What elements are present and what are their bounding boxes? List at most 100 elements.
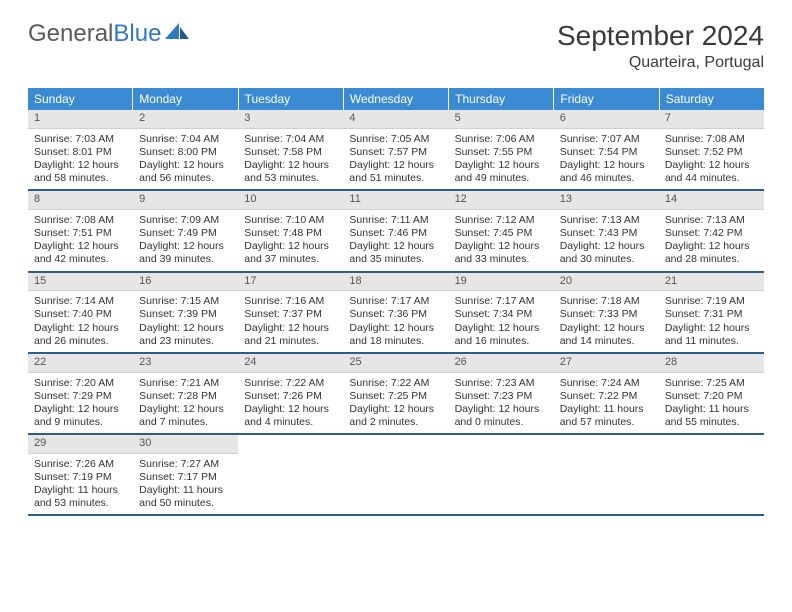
sunset-line: Sunset: 7:34 PM (455, 308, 548, 321)
sunset-line: Sunset: 7:31 PM (665, 308, 758, 321)
day-body: Sunrise: 7:07 AMSunset: 7:54 PMDaylight:… (554, 131, 659, 190)
sunrise-line: Sunrise: 7:08 AM (665, 133, 758, 146)
sunrise-line: Sunrise: 7:22 AM (349, 377, 442, 390)
week-row: 1Sunrise: 7:03 AMSunset: 8:01 PMDaylight… (28, 110, 764, 191)
day-body: Sunrise: 7:17 AMSunset: 7:36 PMDaylight:… (343, 293, 448, 352)
daylight-line: Daylight: 12 hours and 18 minutes. (349, 322, 442, 348)
dow-cell: Monday (133, 88, 238, 110)
day-body: Sunrise: 7:13 AMSunset: 7:43 PMDaylight:… (554, 212, 659, 271)
day-cell: 14 Sunrise: 7:13 AMSunset: 7:42 PMDayligh… (659, 191, 764, 270)
sunset-line: Sunset: 7:37 PM (244, 308, 337, 321)
daylight-line: Daylight: 11 hours and 55 minutes. (665, 403, 758, 429)
sunrise-line: Sunrise: 7:13 AM (665, 214, 758, 227)
sunrise-line: Sunrise: 7:19 AM (665, 295, 758, 308)
sunrise-line: Sunrise: 7:16 AM (244, 295, 337, 308)
sunrise-line: Sunrise: 7:04 AM (139, 133, 232, 146)
sunset-line: Sunset: 7:17 PM (139, 471, 232, 484)
day-cell: 28 Sunrise: 7:25 AMSunset: 7:20 PMDayligh… (659, 354, 764, 433)
day-number: 24 (238, 354, 343, 373)
daylight-line: Daylight: 12 hours and 7 minutes. (139, 403, 232, 429)
day-body: Sunrise: 7:06 AMSunset: 7:55 PMDaylight:… (449, 131, 554, 190)
day-number: 11 (343, 191, 448, 210)
sunset-line: Sunset: 7:33 PM (560, 308, 653, 321)
day-number: 7 (659, 110, 764, 129)
logo-text-2: Blue (113, 20, 161, 48)
day-cell: 9Sunrise: 7:09 AMSunset: 7:49 PMDaylight… (133, 191, 238, 270)
location-label: Quarteira, Portugal (557, 54, 764, 72)
day-cell (449, 435, 554, 514)
week-row: 29Sunrise: 7:26 AMSunset: 7:19 PMDayligh… (28, 435, 764, 516)
sunset-line: Sunset: 7:19 PM (34, 471, 127, 484)
day-number: 8 (28, 191, 133, 210)
logo-text-1: General (28, 20, 113, 48)
sunrise-line: Sunrise: 7:03 AM (34, 133, 127, 146)
sunrise-line: Sunrise: 7:15 AM (139, 295, 232, 308)
day-number: 3 (238, 110, 343, 129)
day-body: Sunrise: 7:04 AMSunset: 8:00 PMDaylight:… (133, 131, 238, 190)
week-row: 8Sunrise: 7:08 AMSunset: 7:51 PMDaylight… (28, 191, 764, 272)
day-number: 25 (343, 354, 448, 373)
day-body: Sunrise: 7:04 AMSunset: 7:58 PMDaylight:… (238, 131, 343, 190)
daylight-line: Daylight: 12 hours and 4 minutes. (244, 403, 337, 429)
day-number: 22 (28, 354, 133, 373)
day-cell: 26Sunrise: 7:23 AMSunset: 7:23 PMDayligh… (449, 354, 554, 433)
sunset-line: Sunset: 7:51 PM (34, 227, 127, 240)
sunset-line: Sunset: 7:55 PM (455, 146, 548, 159)
day-cell: 30Sunrise: 7:27 AMSunset: 7:17 PMDayligh… (133, 435, 238, 514)
sunset-line: Sunset: 7:25 PM (349, 390, 442, 403)
day-cell: 4Sunrise: 7:05 AMSunset: 7:57 PMDaylight… (343, 110, 448, 189)
daylight-line: Daylight: 12 hours and 33 minutes. (455, 240, 548, 266)
day-body: Sunrise: 7:20 AMSunset: 7:29 PMDaylight:… (28, 375, 133, 434)
day-number: 19 (449, 273, 554, 292)
sunrise-line: Sunrise: 7:12 AM (455, 214, 548, 227)
sunset-line: Sunset: 8:00 PM (139, 146, 232, 159)
weeks-container: 1Sunrise: 7:03 AMSunset: 8:01 PMDaylight… (28, 110, 764, 516)
day-cell: 1Sunrise: 7:03 AMSunset: 8:01 PMDaylight… (28, 110, 133, 189)
daylight-line: Daylight: 12 hours and 21 minutes. (244, 322, 337, 348)
day-cell: 12Sunrise: 7:12 AMSunset: 7:45 PMDayligh… (449, 191, 554, 270)
daylight-line: Daylight: 12 hours and 14 minutes. (560, 322, 653, 348)
day-cell (659, 435, 764, 514)
daylight-line: Daylight: 12 hours and 58 minutes. (34, 159, 127, 185)
dow-cell: Saturday (660, 88, 764, 110)
day-cell: 22 Sunrise: 7:20 AMSunset: 7:29 PMDayligh… (28, 354, 133, 433)
sunrise-line: Sunrise: 7:23 AM (455, 377, 548, 390)
sunset-line: Sunset: 7:52 PM (665, 146, 758, 159)
day-body: Sunrise: 7:09 AMSunset: 7:49 PMDaylight:… (133, 212, 238, 271)
day-number: 13 (554, 191, 659, 210)
daylight-line: Daylight: 12 hours and 37 minutes. (244, 240, 337, 266)
day-number: 15 (28, 273, 133, 292)
sunrise-line: Sunrise: 7:11 AM (349, 214, 442, 227)
day-number: 28 (659, 354, 764, 373)
day-cell: 27Sunrise: 7:24 AMSunset: 7:22 PMDayligh… (554, 354, 659, 433)
day-number: 5 (449, 110, 554, 129)
daylight-line: Daylight: 12 hours and 2 minutes. (349, 403, 442, 429)
sunset-line: Sunset: 7:42 PM (665, 227, 758, 240)
day-body: Sunrise: 7:05 AMSunset: 7:57 PMDaylight:… (343, 131, 448, 190)
day-number: 14 (659, 191, 764, 210)
day-cell: 19 Sunrise: 7:17 AMSunset: 7:34 PMDayligh… (449, 273, 554, 352)
daylight-line: Daylight: 12 hours and 0 minutes. (455, 403, 548, 429)
day-body: Sunrise: 7:16 AMSunset: 7:37 PMDaylight:… (238, 293, 343, 352)
day-number: 10 (238, 191, 343, 210)
day-number: 26 (449, 354, 554, 373)
daylight-line: Daylight: 12 hours and 16 minutes. (455, 322, 548, 348)
day-body: Sunrise: 7:15 AMSunset: 7:39 PMDaylight:… (133, 293, 238, 352)
sunrise-line: Sunrise: 7:17 AM (455, 295, 548, 308)
sunset-line: Sunset: 7:57 PM (349, 146, 442, 159)
day-cell: 24Sunrise: 7:22 AMSunset: 7:26 PMDayligh… (238, 354, 343, 433)
day-body: Sunrise: 7:25 AMSunset: 7:20 PMDaylight:… (659, 375, 764, 434)
page-header: GeneralBlue September 2024 Quarteira, Po… (0, 0, 792, 80)
day-number: 1 (28, 110, 133, 129)
month-title: September 2024 (557, 20, 764, 52)
sunrise-line: Sunrise: 7:04 AM (244, 133, 337, 146)
day-cell (238, 435, 343, 514)
day-body: Sunrise: 7:13 AMSunset: 7:42 PMDaylight:… (659, 212, 764, 271)
sunset-line: Sunset: 7:22 PM (560, 390, 653, 403)
day-body: Sunrise: 7:12 AMSunset: 7:45 PMDaylight:… (449, 212, 554, 271)
day-number: 30 (133, 435, 238, 454)
day-number: 16 (133, 273, 238, 292)
sunset-line: Sunset: 7:46 PM (349, 227, 442, 240)
sunset-line: Sunset: 7:26 PM (244, 390, 337, 403)
sunrise-line: Sunrise: 7:20 AM (34, 377, 127, 390)
